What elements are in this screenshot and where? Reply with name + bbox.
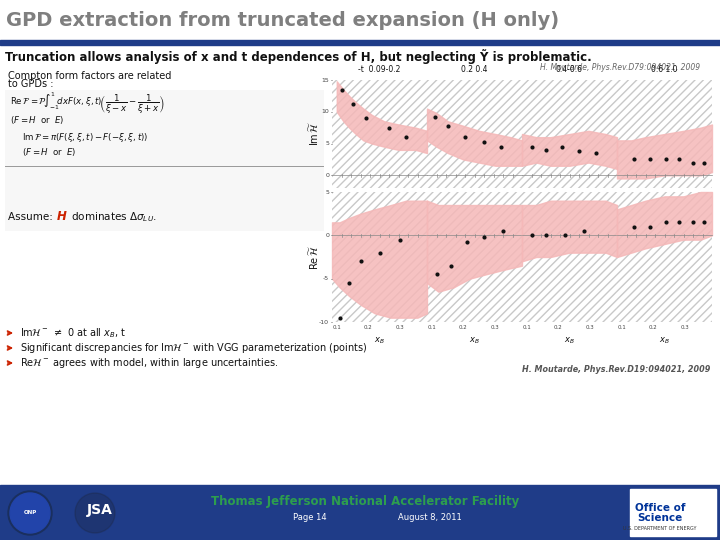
Text: 0.6 1.0: 0.6 1.0 — [652, 65, 678, 75]
Bar — [427, 192, 522, 322]
Text: 0.2: 0.2 — [459, 325, 467, 330]
Text: Assume:: Assume: — [8, 212, 56, 222]
Text: Page 14: Page 14 — [293, 512, 327, 522]
Bar — [427, 192, 522, 322]
Text: U.S. DEPARTMENT OF ENERGY: U.S. DEPARTMENT OF ENERGY — [624, 525, 697, 530]
Text: ONP: ONP — [23, 510, 37, 516]
Circle shape — [8, 491, 52, 535]
Text: Compton form factors are related: Compton form factors are related — [8, 71, 171, 81]
Text: 5: 5 — [325, 190, 329, 194]
Bar — [332, 192, 427, 322]
Bar — [522, 192, 617, 322]
Bar — [427, 80, 522, 188]
Text: $x_B$: $x_B$ — [564, 336, 575, 347]
Text: Significant discrepancies for Im$\mathcal{H}^-$ with VGG parameterization (point: Significant discrepancies for Im$\mathca… — [20, 341, 367, 355]
Text: $\mathrm{Im}\,\widetilde{\mathcal{H}}$: $\mathrm{Im}\,\widetilde{\mathcal{H}}$ — [307, 122, 321, 146]
Text: 0.3: 0.3 — [586, 325, 595, 330]
Text: $(F = H\;$ or $\;E)$: $(F = H\;$ or $\;E)$ — [10, 114, 64, 126]
Text: Thomas Jefferson National Accelerator Facility: Thomas Jefferson National Accelerator Fa… — [211, 495, 519, 508]
Bar — [617, 80, 712, 188]
Bar — [522, 192, 617, 322]
Bar — [617, 192, 712, 322]
Bar — [0, 0, 720, 40]
Text: 0.3: 0.3 — [681, 325, 690, 330]
Text: 0.2: 0.2 — [364, 325, 372, 330]
Bar — [522, 80, 617, 188]
Text: $x_B$: $x_B$ — [374, 336, 385, 347]
Text: H. Moutarde, Phys.Rev.D19:094021, 2009: H. Moutarde, Phys.Rev.D19:094021, 2009 — [521, 366, 710, 375]
Text: Science: Science — [637, 513, 683, 523]
Text: 15: 15 — [321, 78, 329, 83]
Bar — [630, 489, 716, 536]
Text: 0: 0 — [325, 173, 329, 178]
Text: -5: -5 — [323, 276, 329, 281]
Bar — [617, 80, 712, 188]
Text: 0.2: 0.2 — [649, 325, 657, 330]
Text: dominates $\Delta\sigma_{LU}$.: dominates $\Delta\sigma_{LU}$. — [68, 210, 157, 224]
Text: GPD extraction from truncated expansion (H only): GPD extraction from truncated expansion … — [6, 10, 559, 30]
Bar — [5, 90, 323, 230]
Bar — [427, 80, 522, 188]
Text: 0.1: 0.1 — [617, 325, 626, 330]
Text: to GPDs :: to GPDs : — [8, 79, 53, 89]
Bar — [332, 192, 427, 322]
Text: H: H — [57, 211, 67, 224]
Text: -t  0.09-0.2: -t 0.09-0.2 — [359, 65, 401, 75]
Text: 0.3: 0.3 — [491, 325, 500, 330]
Text: Re$\mathcal{H}^-$ agrees with model, within large uncertainties.: Re$\mathcal{H}^-$ agrees with model, wit… — [20, 356, 278, 370]
Text: Im$\mathcal{H}^-$ $\neq$ 0 at all $x_{B}$, t: Im$\mathcal{H}^-$ $\neq$ 0 at all $x_{B}… — [20, 326, 126, 340]
Text: 5: 5 — [325, 141, 329, 146]
Bar — [0, 40, 720, 45]
Bar — [0, 45, 720, 480]
Text: $\mathrm{Re}\,\mathcal{F} = \mathcal{P}\!\int_{-1}^{1}\!dxF(x,\xi,t)\!\left(\dfr: $\mathrm{Re}\,\mathcal{F} = \mathcal{P}\… — [10, 91, 166, 116]
Text: H. Moutarde, Phys.Rev.D79:094021, 2009: H. Moutarde, Phys.Rev.D79:094021, 2009 — [540, 64, 700, 72]
Text: $(F = H\;$ or $\;E)$: $(F = H\;$ or $\;E)$ — [22, 146, 76, 158]
Text: JSA: JSA — [87, 503, 113, 517]
Text: August 8, 2011: August 8, 2011 — [398, 512, 462, 522]
Text: $x_B$: $x_B$ — [659, 336, 670, 347]
Bar — [522, 80, 617, 188]
Text: $\mathrm{Re}\,\widetilde{\mathcal{H}}$: $\mathrm{Re}\,\widetilde{\mathcal{H}}$ — [307, 244, 321, 269]
Text: $\mathrm{Im}\,\mathcal{F} = \pi(F(\xi,\xi,t)-F(-\xi,\xi,t))$: $\mathrm{Im}\,\mathcal{F} = \pi(F(\xi,\x… — [22, 132, 148, 145]
Bar — [332, 80, 427, 188]
Text: 0.1: 0.1 — [523, 325, 531, 330]
Text: 0.4-0.6: 0.4-0.6 — [556, 65, 583, 75]
Text: $x_B$: $x_B$ — [469, 336, 480, 347]
Text: 0.1: 0.1 — [333, 325, 341, 330]
Text: Truncation allows analysis of x and t dependences of H, but neglecting Ỹ is prob: Truncation allows analysis of x and t de… — [5, 50, 592, 64]
Text: 0.2: 0.2 — [554, 325, 562, 330]
Text: 10: 10 — [321, 109, 329, 114]
Circle shape — [10, 493, 50, 533]
Text: 0: 0 — [325, 233, 329, 238]
Text: -10: -10 — [319, 320, 329, 325]
Bar — [617, 192, 712, 322]
Text: 0.1: 0.1 — [428, 325, 436, 330]
Circle shape — [75, 493, 115, 533]
Bar — [0, 485, 720, 540]
Bar — [332, 80, 427, 188]
Text: Office of: Office of — [635, 503, 685, 513]
Text: 0.3: 0.3 — [396, 325, 405, 330]
Text: 0.2 0.4: 0.2 0.4 — [462, 65, 487, 75]
